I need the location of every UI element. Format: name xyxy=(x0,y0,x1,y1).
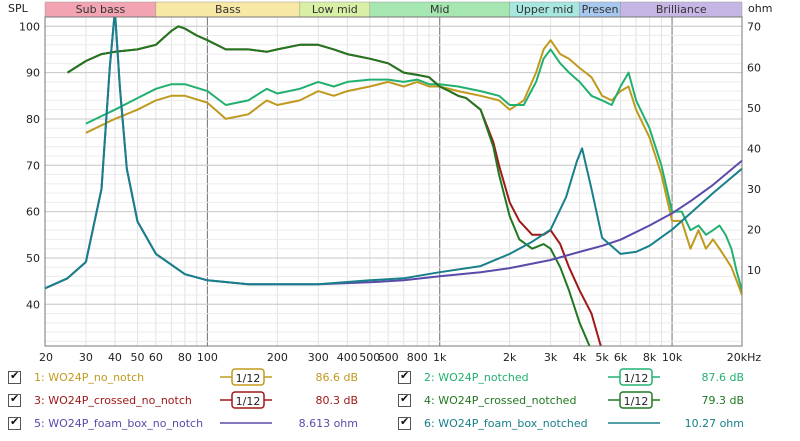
legend-smoothing: 1/12 xyxy=(236,395,261,408)
y-axis-label-left: SPL xyxy=(8,2,29,15)
series-1-line xyxy=(85,39,742,296)
x-tick-label: 2k xyxy=(503,351,517,364)
x-tick-label: 200 xyxy=(267,351,288,364)
grid xyxy=(44,16,743,346)
x-tick-label: 60 xyxy=(149,351,163,364)
band-label-6: Brilliance xyxy=(656,3,707,16)
x-tick-label: 5k xyxy=(595,351,609,364)
band-label-4: Upper mid xyxy=(516,3,574,16)
series-lines xyxy=(45,17,742,346)
x-tick-label: 50 xyxy=(130,351,144,364)
y-tick-label: 50 xyxy=(26,252,40,265)
x-tick-label: 3k xyxy=(544,351,558,364)
plot-area xyxy=(45,17,742,346)
x-tick-label: 6k xyxy=(614,351,628,364)
x-tick-label: 400 xyxy=(337,351,358,364)
x-tick-label: 20 xyxy=(39,351,53,364)
x-tick-label: 8k xyxy=(643,351,657,364)
y2-tick-label: 60 xyxy=(747,61,761,74)
band-label-1: Bass xyxy=(215,3,241,16)
band-label-2: Low mid xyxy=(312,3,358,16)
plot-border xyxy=(44,16,743,347)
band-label-0: Sub bass xyxy=(76,3,126,16)
y2-tick-label: 20 xyxy=(747,224,761,237)
series-2-line xyxy=(85,48,742,291)
y2-tick-label: 10 xyxy=(747,264,761,277)
legend-smoothing: 1/12 xyxy=(624,395,649,408)
legend-checkbox-1[interactable] xyxy=(8,369,21,384)
legend-checkbox-4[interactable] xyxy=(398,392,411,407)
legend-swatch xyxy=(608,422,660,424)
legend-checkbox-3[interactable] xyxy=(8,392,21,407)
legend-swatch: 1/12 xyxy=(608,391,660,409)
series-6-line xyxy=(45,17,742,290)
x-tick-label: 30 xyxy=(79,351,93,364)
legend-entry-6: 6: WO24P_foam_box_notched 10.27 ohm xyxy=(398,412,790,434)
x-tick-label: 100 xyxy=(197,351,218,364)
legend-value: 86.6 dB xyxy=(315,371,358,384)
legend-label: 5: WO24P_foam_box_no_notch xyxy=(34,417,204,430)
legend-smoothing: 1/12 xyxy=(236,372,261,385)
y2-tick-label: 50 xyxy=(747,102,761,115)
band-label-3: Mid xyxy=(430,3,450,16)
x-tick-label: 600 xyxy=(378,351,399,364)
y-tick-label: 100 xyxy=(19,20,40,33)
legend-value: 87.6 dB xyxy=(701,371,744,384)
legend-checkbox-2[interactable] xyxy=(398,369,411,384)
legend-smoothing: 1/12 xyxy=(624,372,649,385)
x-tick-label: 1k xyxy=(433,351,447,364)
legend-swatch: 1/12 xyxy=(608,368,660,386)
y-tick-label: 70 xyxy=(26,159,40,172)
legend-entry-3: 3: WO24P_crossed_no_notch 1/12 80.3 dB xyxy=(8,389,400,411)
series-4-line xyxy=(66,25,591,346)
legend: 1: WO24P_no_notch 1/12 86.6 dB 2: WO24P_not… xyxy=(0,366,800,441)
legend-swatch xyxy=(220,422,272,424)
y2-tick-label: 70 xyxy=(747,21,761,34)
legend-swatch: 1/12 xyxy=(220,368,272,386)
x-tick-label: 800 xyxy=(407,351,428,364)
y-tick-label: 40 xyxy=(26,298,40,311)
x-tick-label: 20kHz xyxy=(727,351,762,364)
legend-value: 80.3 dB xyxy=(315,394,358,407)
frequency-bands: Sub bass Bass Low mid Mid Upper mid Presen Bri… xyxy=(44,1,743,18)
legend-entry-1: 1: WO24P_no_notch 1/12 86.6 dB xyxy=(8,366,400,388)
legend-value: 79.3 dB xyxy=(701,394,744,407)
legend-entry-4: 4: WO24P_crossed_notched 1/12 79.3 dB xyxy=(398,389,790,411)
band-label-5: Presen xyxy=(582,3,619,16)
y2-tick-label: 30 xyxy=(747,183,761,196)
legend-swatch: 1/12 xyxy=(220,391,272,409)
x-tick-label: 300 xyxy=(308,351,329,364)
x-tick-label: 10k xyxy=(662,351,683,364)
x-tick-label: 40 xyxy=(108,351,122,364)
legend-label: 1: WO24P_no_notch xyxy=(34,371,145,384)
legend-checkbox-5[interactable] xyxy=(8,415,21,430)
legend-entry-2: 2: WO24P_notched 1/12 87.6 dB xyxy=(398,366,790,388)
legend-value: 10.27 ohm xyxy=(684,417,744,430)
x-tick-label: 4k xyxy=(573,351,587,364)
y-tick-label: 60 xyxy=(26,206,40,219)
legend-label: 3: WO24P_crossed_no_notch xyxy=(34,394,192,407)
y2-tick-label: 40 xyxy=(747,142,761,155)
y-tick-label: 80 xyxy=(26,113,40,126)
legend-entry-5: 5: WO24P_foam_box_no_notch 8.613 ohm xyxy=(8,412,400,434)
legend-label: 2: WO24P_notched xyxy=(424,371,529,384)
legend-label: 6: WO24P_foam_box_notched xyxy=(424,417,588,430)
x-tick-label: 80 xyxy=(178,351,192,364)
y-tick-label: 90 xyxy=(26,67,40,80)
legend-value: 8.613 ohm xyxy=(298,417,358,430)
legend-checkbox-6[interactable] xyxy=(398,415,411,430)
y-axis-label-right: ohm xyxy=(748,2,772,15)
x-tick-label: 500 xyxy=(359,351,380,364)
frequency-response-chart: Sub bass Bass Low mid Mid Upper mid Presen Bri… xyxy=(8,1,772,364)
legend-label: 4: WO24P_crossed_notched xyxy=(424,394,577,407)
